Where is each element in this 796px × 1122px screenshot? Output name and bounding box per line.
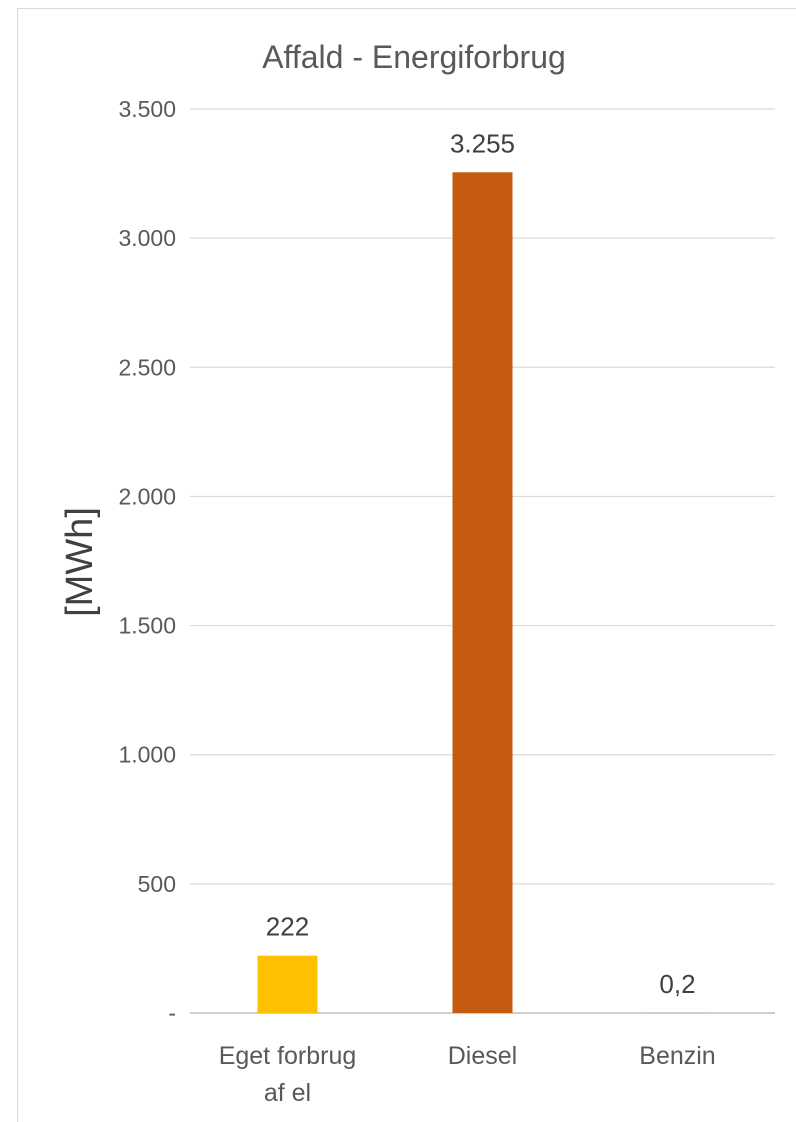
- x-category-label: Benzin: [639, 1042, 715, 1070]
- y-tick-label: 2.000: [118, 483, 176, 509]
- data-label: 3.255: [450, 128, 515, 158]
- y-tick-label: 1.000: [118, 742, 176, 768]
- bar: [452, 172, 513, 1013]
- chart-title: Affald - Energiforbrug: [262, 39, 566, 75]
- bars: [257, 172, 708, 1013]
- y-axis-label: [MWh]: [59, 507, 101, 617]
- y-tick-label: 3.500: [118, 96, 176, 122]
- y-tick-label: 500: [138, 871, 176, 897]
- x-category-label: Eget forbrug af el: [219, 1042, 357, 1107]
- data-labels: 222 3.255 0,2: [266, 128, 696, 999]
- y-tick-label: 1.500: [118, 613, 176, 639]
- chart-frame: [17, 8, 796, 1122]
- y-tick-label: 2.500: [118, 354, 176, 380]
- bar: [257, 955, 318, 1013]
- y-tick-label: -: [168, 1000, 176, 1026]
- y-axis-ticks: - 500 1.000 1.500 2.000 2.500 3.000 3.500: [118, 96, 176, 1026]
- data-label: 0,2: [659, 969, 695, 999]
- x-axis-categories: Eget forbrug af el Diesel Benzin: [219, 1042, 716, 1107]
- data-label: 222: [266, 912, 309, 942]
- x-category-label: Diesel: [448, 1042, 517, 1070]
- y-tick-label: 3.000: [118, 225, 176, 251]
